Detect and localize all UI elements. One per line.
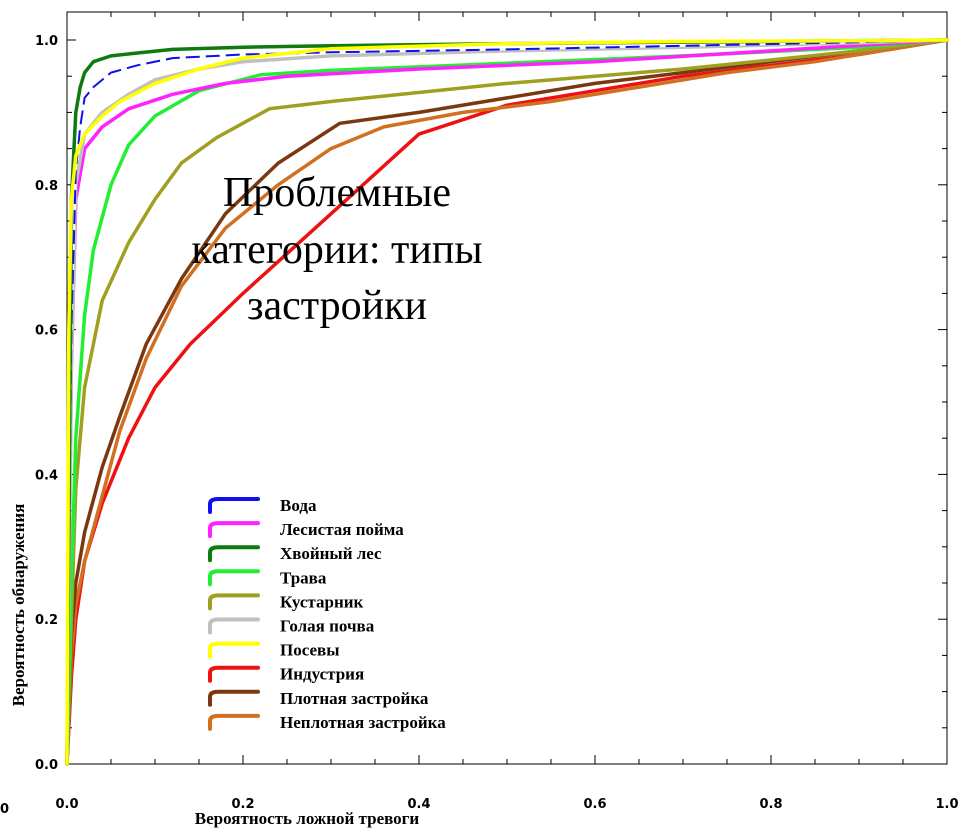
legend-label-2: Хвойный лес <box>280 544 382 563</box>
legend-swatch-5 <box>208 617 260 635</box>
legend-label-3: Трава <box>280 568 327 587</box>
annotation-line-2: категории: типы <box>191 227 482 273</box>
y-tick-label: 0.4 <box>35 468 58 483</box>
y-axis-title: Вероятность обнаружения <box>9 504 28 707</box>
legend-label-4: Кустарник <box>280 592 364 611</box>
legend-label-5: Голая почва <box>280 617 375 636</box>
series-4-line <box>65 38 949 766</box>
legend-swatch-9 <box>208 713 260 731</box>
legend-label-6: Посевы <box>280 641 339 660</box>
legend-label-1: Лесистая пойма <box>280 520 404 539</box>
x-tick-label: 0.8 <box>759 797 782 812</box>
legend-label-8: Плотная застройка <box>280 689 429 708</box>
axis-tick-labels: 0.0 0.2 0.4 0.6 0.8 1.0 0.0 0.2 0.4 0.6 0.8 1.0 <box>35 34 959 812</box>
annotation-line-1: Проблемные <box>223 170 451 216</box>
legend-label-0: Вода <box>280 496 317 515</box>
annotation-line-3: застройки <box>247 283 427 329</box>
legend-label-9: Неплотная застройка <box>280 713 446 732</box>
y-tick-label: 0.6 <box>35 324 58 339</box>
legend-swatch-0 <box>208 497 260 514</box>
series-6-line <box>65 38 949 766</box>
legend-swatch-7 <box>208 665 260 683</box>
x-tick-label: 0.4 <box>407 797 430 812</box>
x-tick-label: 1.0 <box>935 797 958 812</box>
y-tick-label: 0.0 <box>35 758 58 773</box>
legend-swatch-2 <box>208 545 260 563</box>
legend-swatch-3 <box>208 569 260 587</box>
x-tick-label: 0.2 <box>231 797 254 812</box>
y-tick-label: 1.0 <box>35 34 58 49</box>
legend-swatch-6 <box>208 641 260 659</box>
axis-ticks <box>66 12 948 765</box>
series-9-line <box>65 38 949 766</box>
y-tick-label: 0.2 <box>35 613 58 628</box>
legend-swatch-1 <box>208 521 260 539</box>
legend: Вода Лесистая пойма Хвойный лес Трава Кустар… <box>208 496 446 732</box>
series-8-line <box>65 38 949 766</box>
x-tick-label: 0.0 <box>55 797 78 812</box>
x-tick-label: 0.6 <box>583 797 606 812</box>
legend-swatch-4 <box>208 593 260 611</box>
series-lines <box>65 38 949 766</box>
legend-label-7: Индустрия <box>280 665 364 684</box>
plot-frame <box>66 11 948 765</box>
legend-swatch-8 <box>208 689 260 707</box>
x-axis-title: Вероятность ложной тревоги <box>195 809 420 828</box>
y-tick-label: 0.8 <box>35 179 58 194</box>
corner-label: 0 <box>0 802 9 817</box>
